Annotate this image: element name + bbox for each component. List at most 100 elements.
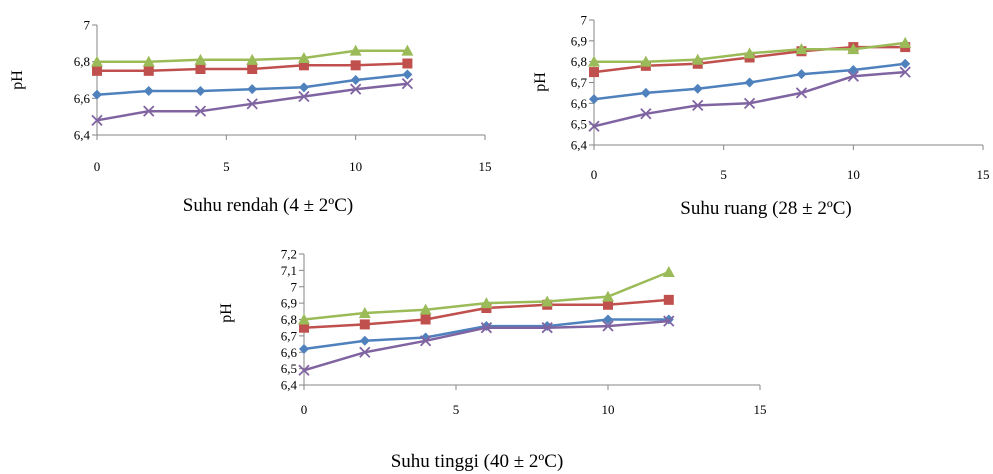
data-point-triangle — [847, 43, 860, 55]
data-point-x — [847, 70, 859, 82]
data-point-x — [298, 364, 310, 376]
y-tick-label: 6,7 — [281, 328, 298, 343]
data-point-x — [588, 120, 600, 132]
data-point-square — [420, 314, 431, 325]
data-point-diamond — [603, 314, 613, 325]
data-point-triangle — [639, 55, 652, 67]
data-point-triangle — [419, 303, 432, 315]
x-tick-label: 15 — [977, 167, 990, 182]
data-point-triangle — [541, 295, 554, 307]
data-point-square — [92, 65, 102, 76]
data-point-x — [359, 346, 371, 358]
data-point-square — [143, 65, 154, 76]
y-tick-label: 6,6 — [281, 345, 298, 360]
data-point-triangle — [401, 44, 414, 56]
data-point-diamond — [299, 343, 309, 354]
x-tick-label: 5 — [720, 167, 727, 182]
data-point-triangle — [194, 53, 207, 65]
data-point-diamond — [542, 321, 553, 332]
data-point-triangle — [899, 36, 912, 48]
data-point-triangle — [795, 43, 808, 55]
data-point-x — [743, 97, 756, 109]
x-tick-label: 0 — [591, 167, 598, 182]
data-point-square — [298, 60, 309, 71]
data-point-triangle — [480, 297, 493, 309]
x-tick-label: 0 — [301, 402, 308, 417]
data-point-x — [602, 320, 614, 332]
data-point-triangle — [602, 290, 614, 302]
data-point-triangle — [91, 55, 103, 67]
x-tick-label: 10 — [847, 167, 860, 182]
data-point-diamond — [663, 314, 674, 325]
data-point-diamond — [92, 89, 102, 100]
data-point-x — [640, 108, 652, 120]
chart-caption: Suhu rendah (4 ± 2ºC) — [183, 195, 353, 216]
data-point-x — [298, 90, 310, 103]
data-point-triangle — [662, 266, 675, 278]
data-point-diamond — [247, 84, 258, 95]
data-point-diamond — [900, 58, 911, 69]
data-point-x — [899, 66, 911, 78]
y-tick-label: 6,9 — [571, 33, 587, 48]
x-tick-label: 10 — [349, 159, 362, 174]
x-tick-label: 5 — [453, 402, 460, 417]
y-tick-label: 6,9 — [281, 296, 297, 311]
data-point-x — [480, 322, 493, 334]
y-tick-label: 6,4 — [281, 378, 298, 393]
data-point-triangle — [297, 52, 310, 63]
x-tick-label: 15 — [479, 159, 492, 174]
data-point-x — [541, 322, 553, 334]
y-tick-label: 6,8 — [571, 54, 587, 69]
chart-suhu-ruang: 6,4 6,5 6,6 6,7 6,8 6,9 7 0 5 10 15 pH Suhu ruang (2… — [532, 13, 990, 220]
data-point-diamond — [195, 86, 206, 96]
y-tick-label: 6,7 — [571, 75, 588, 90]
data-point-triangle — [743, 47, 756, 59]
data-point-triangle — [298, 313, 310, 325]
data-point-square — [589, 67, 599, 78]
data-point-x — [194, 105, 207, 117]
y-axis-label: pH — [9, 70, 26, 90]
x-tick-label: 5 — [223, 159, 230, 174]
data-point-diamond — [143, 86, 154, 96]
chart-suhu-tinggi: 6,4 6,56,6 6,76,86,9 77,17,2 0 5 10 15 pH Suhu ti… — [218, 247, 767, 473]
y-tick-label: 7 — [581, 13, 588, 28]
y-tick-label: 7,2 — [281, 247, 297, 262]
y-tick-label: 7 — [291, 279, 298, 294]
data-point-triangle — [246, 53, 259, 65]
y-tick-label: 6,6 — [571, 96, 588, 111]
data-point-triangle — [358, 306, 371, 318]
data-point-square — [402, 58, 413, 69]
data-point-square — [195, 64, 206, 74]
data-point-x — [246, 98, 258, 110]
data-point-diamond — [589, 94, 599, 105]
data-point-diamond — [640, 87, 651, 98]
y-tick-label: 6,8 — [74, 54, 90, 69]
y-tick-label: 6,6 — [74, 91, 91, 106]
x-tick-label: 0 — [94, 159, 101, 174]
x-tick-label: 10 — [602, 402, 615, 417]
data-point-diamond — [744, 77, 755, 88]
data-point-square — [663, 294, 674, 305]
y-tick-label: 6,8 — [281, 312, 297, 327]
data-point-diamond — [796, 69, 807, 80]
data-point-triangle — [142, 55, 155, 67]
data-point-triangle — [691, 53, 704, 65]
chart-suhu-rendah: 6,4 6,6 6,8 7 0 5 10 15 pH Suhu rendah (4 ± 2ºC) — [9, 18, 492, 217]
chart-caption: Suhu ruang (28 ± 2ºC) — [680, 198, 851, 219]
data-point-square — [247, 64, 258, 74]
data-point-x — [143, 105, 155, 117]
data-point-square — [299, 322, 309, 333]
data-point-x — [663, 315, 675, 327]
data-point-x — [350, 83, 362, 95]
y-tick-label: 6,5 — [571, 117, 587, 132]
data-point-x — [692, 99, 704, 112]
data-point-triangle — [588, 55, 600, 67]
data-point-x — [401, 78, 414, 90]
x-tick-label: 15 — [754, 402, 767, 417]
data-point-square — [350, 60, 361, 71]
data-point-diamond — [692, 83, 703, 94]
data-point-triangle — [349, 44, 362, 56]
y-tick-label: 6,5 — [281, 361, 297, 376]
data-point-diamond — [402, 69, 413, 80]
